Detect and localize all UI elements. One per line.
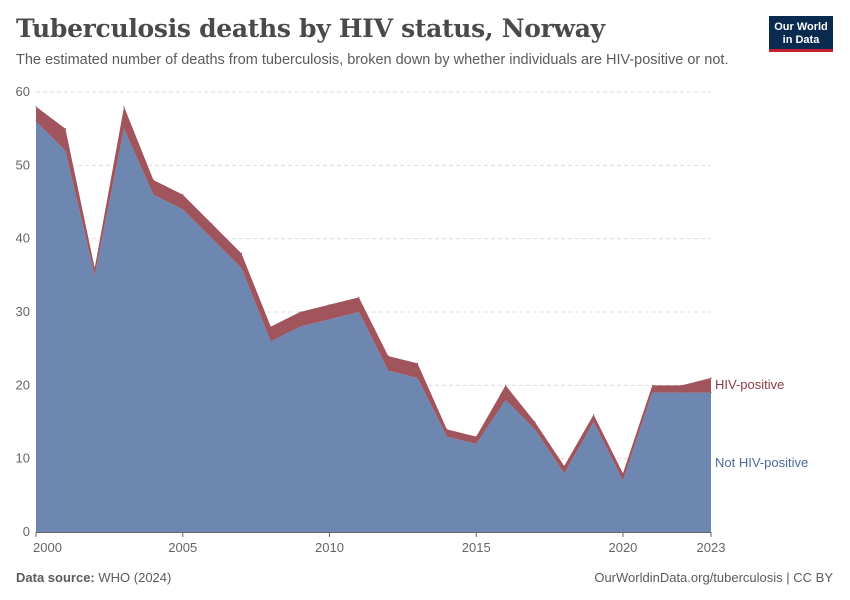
x-tick-label: 2023 bbox=[697, 540, 726, 555]
chart-title: Tuberculosis deaths by HIV status, Norwa… bbox=[16, 14, 605, 43]
data-source-value: WHO (2024) bbox=[98, 570, 172, 585]
logo-line-1: Our World bbox=[774, 21, 828, 33]
data-point bbox=[534, 421, 536, 423]
data-point bbox=[35, 106, 37, 108]
data-point bbox=[299, 311, 301, 313]
area-not-hiv-positive[interactable] bbox=[36, 121, 711, 532]
y-tick-label: 0 bbox=[23, 524, 30, 539]
x-tick-label: 2015 bbox=[462, 540, 491, 555]
data-point bbox=[622, 472, 624, 474]
data-point bbox=[710, 377, 712, 379]
data-point bbox=[563, 472, 565, 474]
data-point bbox=[94, 267, 96, 269]
data-point bbox=[152, 179, 154, 181]
y-tick-label: 40 bbox=[16, 231, 30, 246]
data-point bbox=[270, 326, 272, 328]
data-point bbox=[123, 106, 125, 108]
data-point bbox=[240, 252, 243, 254]
data-point bbox=[446, 428, 448, 430]
series-label-hiv-positive: HIV-positive bbox=[715, 377, 784, 392]
y-tick-label: 10 bbox=[16, 451, 30, 466]
data-source-label: Data source: bbox=[16, 570, 95, 585]
x-tick-label: 2010 bbox=[315, 540, 344, 555]
y-tick-label: 20 bbox=[16, 377, 30, 392]
areas bbox=[35, 106, 712, 532]
data-point bbox=[593, 414, 595, 416]
owid-logo[interactable]: Our World in Data bbox=[769, 16, 833, 52]
chart-subtitle: The estimated number of deaths from tube… bbox=[16, 52, 729, 68]
y-tick-label: 60 bbox=[16, 84, 30, 99]
source-url-link[interactable]: OurWorldinData.org/tuberculosis | CC BY bbox=[594, 570, 833, 585]
x-tick-label: 2005 bbox=[168, 540, 197, 555]
axes: 0 10 20 30 40 50 60 2000 2005 2010 2015 2020 2023 bbox=[16, 84, 726, 555]
data-point bbox=[358, 296, 360, 298]
data-point bbox=[328, 304, 331, 306]
series-label-not-hiv-positive: Not HIV-positive bbox=[715, 455, 808, 470]
x-tick-label: 2000 bbox=[33, 540, 62, 555]
data-point bbox=[563, 465, 565, 467]
data-point bbox=[681, 384, 683, 386]
data-point bbox=[504, 384, 507, 386]
y-tick-label: 30 bbox=[16, 304, 30, 319]
logo-line-2: in Data bbox=[782, 34, 820, 46]
data-point bbox=[416, 362, 419, 364]
data-point bbox=[622, 480, 624, 482]
data-source: Data source: WHO (2024) bbox=[16, 570, 171, 585]
data-point bbox=[182, 194, 184, 196]
x-tick-label: 2020 bbox=[608, 540, 637, 555]
data-point bbox=[211, 223, 213, 225]
data-point bbox=[387, 355, 389, 357]
y-tick-label: 50 bbox=[16, 157, 30, 172]
data-point bbox=[475, 436, 477, 438]
data-point bbox=[94, 274, 96, 276]
series-labels: Not HIV-positive HIV-positive bbox=[715, 377, 808, 470]
data-point bbox=[64, 128, 66, 130]
data-point bbox=[651, 384, 653, 386]
